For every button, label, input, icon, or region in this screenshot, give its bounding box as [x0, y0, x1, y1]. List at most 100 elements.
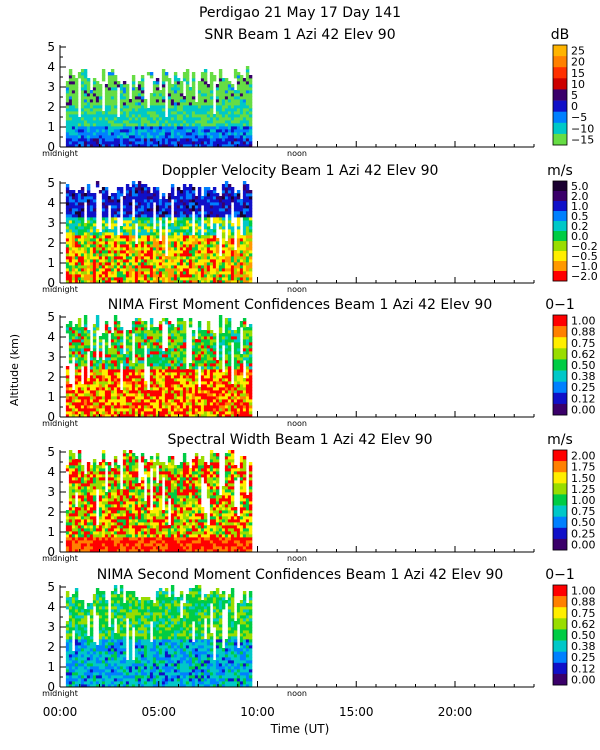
heatmap-cell — [182, 357, 187, 361]
heatmap-cell — [203, 84, 208, 88]
heatmap-cell — [65, 369, 70, 373]
heatmap-cell — [122, 399, 127, 403]
heatmap-cell — [176, 244, 181, 248]
heatmap-cell — [83, 138, 88, 142]
heatmap-cell — [116, 126, 121, 130]
heatmap-cell — [185, 411, 190, 415]
colorbar-label: −5 — [571, 111, 587, 124]
heatmap-cell — [68, 244, 73, 248]
heatmap-cell — [209, 120, 214, 124]
heatmap-cell — [125, 369, 130, 373]
heatmap-cell — [170, 411, 175, 415]
heatmap-cell — [170, 274, 175, 278]
heatmap-cell — [170, 117, 175, 121]
heatmap-cell — [239, 321, 244, 325]
heatmap-cell — [110, 268, 115, 272]
heatmap-cell — [209, 256, 214, 260]
heatmap-cell — [158, 114, 163, 118]
heatmap-cell — [212, 265, 217, 269]
heatmap-cell — [98, 126, 103, 130]
heatmap-cell — [104, 339, 109, 343]
heatmap-cell — [83, 381, 88, 385]
heatmap-cell — [155, 90, 160, 94]
heatmap-cell — [101, 187, 106, 191]
heatmap-cell — [173, 81, 178, 85]
heatmap-cell — [125, 262, 130, 266]
heatmap-cell — [143, 102, 148, 106]
heatmap-cell — [197, 90, 202, 94]
heatmap-cell — [86, 330, 91, 334]
heatmap-cell — [179, 223, 184, 227]
heatmap-cell — [179, 372, 184, 376]
heatmap-cell — [200, 241, 205, 245]
heatmap-cell — [230, 390, 235, 394]
heatmap-cell — [86, 205, 91, 209]
heatmap-cell — [113, 223, 118, 227]
heatmap-cell — [191, 375, 196, 379]
heatmap-cell — [239, 247, 244, 251]
heatmap-cell — [86, 193, 91, 197]
heatmap-cell — [200, 144, 205, 148]
heatmap-cell — [113, 105, 118, 109]
heatmap-cell — [86, 208, 91, 212]
heatmap-cell — [68, 144, 73, 148]
heatmap-cell — [95, 271, 100, 275]
heatmap-cell — [203, 244, 208, 248]
heatmap-cell — [65, 199, 70, 203]
heatmap-cell — [134, 342, 139, 346]
heatmap-cells — [65, 181, 253, 284]
heatmap-cell — [212, 363, 217, 367]
heatmap-cell — [185, 144, 190, 148]
heatmap-cell — [191, 333, 196, 337]
heatmap-cell — [242, 330, 247, 334]
heatmap-cell — [92, 93, 97, 97]
heatmap-cell — [107, 271, 112, 275]
heatmap-cell — [110, 277, 115, 281]
heatmap-cell — [113, 414, 118, 418]
heatmap-cell — [89, 271, 94, 275]
heatmap-cell — [65, 223, 70, 227]
heatmap-cell — [206, 271, 211, 275]
heatmap-cell — [209, 396, 214, 400]
heatmap-cell — [215, 126, 220, 130]
heatmap-cell — [173, 336, 178, 340]
heatmap-cell — [95, 262, 100, 266]
heatmap-cell — [233, 99, 238, 103]
heatmap-cell — [224, 259, 229, 263]
heatmap-cell — [131, 372, 136, 376]
heatmap-cell — [242, 387, 247, 391]
heatmap-cell — [173, 114, 178, 118]
heatmap-cell — [179, 205, 184, 209]
heatmap-cell — [74, 280, 79, 284]
heatmap-cell — [98, 354, 103, 358]
heatmap-cell — [137, 372, 142, 376]
heatmap-cell — [77, 202, 82, 206]
heatmap-cell — [80, 190, 85, 194]
heatmap-cell — [104, 324, 109, 328]
heatmap-cell — [236, 120, 241, 124]
heatmap-cell — [203, 205, 208, 209]
heatmap-cell — [248, 81, 253, 85]
heatmap-cell — [95, 369, 100, 373]
heatmap-cell — [248, 327, 253, 331]
heatmap-cell — [113, 262, 118, 266]
heatmap-cell — [140, 93, 145, 97]
heatmap-cell — [134, 336, 139, 340]
heatmap-cell — [245, 190, 250, 194]
heatmap-cell — [170, 387, 175, 391]
heatmap-cell — [224, 402, 229, 406]
heatmap-cell — [209, 105, 214, 109]
heatmap-cell — [149, 247, 154, 251]
heatmap-cell — [233, 90, 238, 94]
heatmap-cell — [113, 247, 118, 251]
heatmap-cell — [191, 348, 196, 352]
heatmap-cell — [245, 114, 250, 118]
heatmap-cell — [158, 259, 163, 263]
heatmap-cell — [221, 99, 226, 103]
heatmap-cell — [128, 280, 133, 284]
heatmap-cell — [182, 108, 187, 112]
heatmap-cell — [212, 244, 217, 248]
heatmap-cell — [86, 199, 91, 203]
heatmap-cell — [110, 244, 115, 248]
heatmap-cell — [203, 217, 208, 221]
